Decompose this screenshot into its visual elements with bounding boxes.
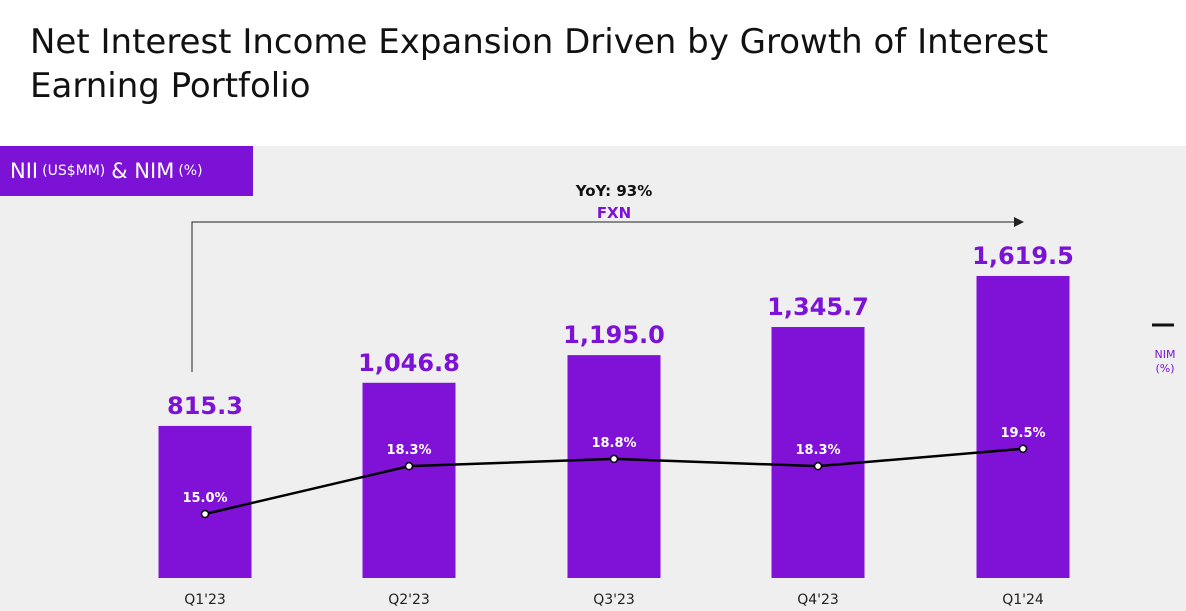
bar-2: [567, 355, 661, 578]
bar-value-label-0: 815.3: [167, 392, 243, 420]
chart-tag: NII (US$MM) & NIM (%): [0, 146, 253, 196]
fxn-label: FXN: [597, 204, 631, 222]
bar-3: [771, 327, 865, 578]
category-label-2: Q3'23: [593, 592, 635, 608]
category-label-3: Q4'23: [797, 592, 839, 608]
tag-unit-1: (US$MM): [42, 163, 106, 179]
bar-value-label-4: 1,619.5: [972, 242, 1074, 270]
bar-value-label-3: 1,345.7: [767, 293, 869, 321]
nim-label-4: 19.5%: [1000, 426, 1045, 441]
yoy-label: YoY: 93%: [575, 182, 652, 200]
nim-label-3: 18.3%: [795, 443, 840, 458]
nim-point-3: [813, 461, 823, 471]
category-label-0: Q1'23: [184, 592, 226, 608]
nim-label-0: 15.0%: [182, 491, 227, 506]
nim-point-4: [1018, 444, 1028, 453]
page-title: Net Interest Income Expansion Driven by …: [30, 22, 1049, 106]
category-label-1: Q2'23: [388, 592, 430, 608]
bar-value-label-2: 1,195.0: [563, 321, 665, 349]
nim-label-1: 18.3%: [386, 443, 431, 458]
nim-point-2: [609, 454, 619, 464]
nim-label-2: 18.8%: [591, 436, 636, 451]
bar-1: [362, 382, 456, 578]
category-label-4: Q1'24: [1002, 592, 1044, 608]
bar-4: [976, 275, 1070, 578]
tag-amp: & NIM: [111, 159, 175, 183]
bar-value-label-1: 1,046.8: [358, 349, 460, 377]
legend-label-unit: (%): [1155, 362, 1174, 375]
nim-point-0: [200, 509, 210, 519]
legend-label-nim: NIM: [1155, 348, 1176, 361]
yoy-arrowhead: [1014, 217, 1024, 227]
bar-0: [158, 425, 252, 578]
yoy-bracket: [191, 221, 1016, 372]
tag-unit-2: (%): [178, 163, 203, 179]
nim-point-1: [404, 461, 414, 471]
tag-main: NII: [10, 159, 39, 183]
